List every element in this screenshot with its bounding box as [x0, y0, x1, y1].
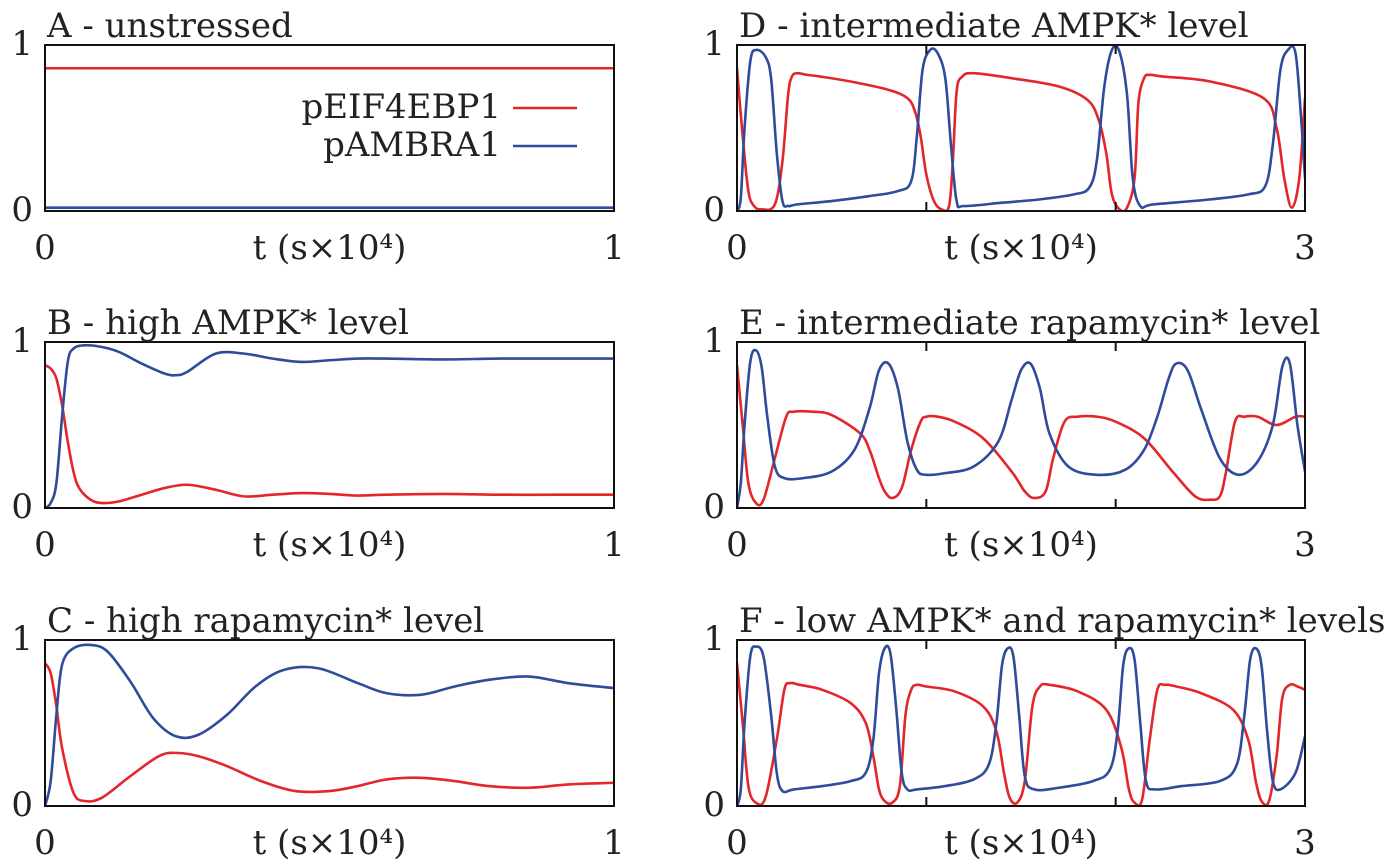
series-peif4ebp1-e: [737, 363, 1305, 507]
panel-title-d: D - intermediate AMPK* level: [739, 6, 1249, 46]
panel-title-a: A - unstressed: [46, 6, 293, 46]
series-peif4ebp1-c: [45, 661, 614, 803]
plot-frame-d: [736, 44, 1306, 212]
panel-title-f: F - low AMPK* and rapamycin* levels: [739, 601, 1385, 641]
series-pambra1-f: [737, 644, 1305, 806]
x-tick-label-min-e: 0: [726, 525, 748, 565]
x-tick-label-min-a: 0: [34, 228, 56, 268]
x-tick-label-min-c: 0: [34, 823, 56, 861]
plot-frame-e: [736, 341, 1306, 509]
x-axis-label-d: t (s×10⁴): [944, 228, 1098, 268]
panel-f: F - low AMPK* and rapamycin* levels 0 1 0 3 t…: [703, 601, 1385, 861]
y-tick-label-min-a: 0: [11, 190, 33, 230]
plot-frame-f: [736, 639, 1306, 807]
plot-frame-b: [44, 341, 615, 509]
y-tick-label-max-f: 1: [703, 619, 725, 659]
x-axis-label-a: t (s×10⁴): [253, 228, 407, 268]
panel-a: A - unstressed 0 1 0 1 t (s×10⁴) pEIF4EBP1pAMB…: [11, 6, 624, 268]
x-tick-label-max-a: 1: [603, 228, 625, 268]
x-axis-label-b: t (s×10⁴): [253, 525, 407, 565]
y-tick-label-max-e: 1: [703, 321, 725, 361]
x-axis-label-f: t (s×10⁴): [944, 823, 1098, 861]
x-tick-label-max-e: 3: [1294, 525, 1316, 565]
series-pambra1-e: [737, 348, 1305, 508]
series-pambra1-c: [45, 643, 614, 806]
panel-title-c: C - high rapamycin* level: [47, 601, 484, 641]
x-tick-label-max-c: 1: [603, 823, 625, 861]
series-peif4ebp1-f: [737, 661, 1305, 806]
y-tick-label-min-e: 0: [703, 487, 725, 527]
panel-b: B - high AMPK* level 0 1 0 1 t (s×10⁴): [11, 303, 624, 565]
y-tick-label-min-b: 0: [11, 487, 33, 527]
y-tick-label-min-f: 0: [703, 785, 725, 825]
x-tick-label-min-b: 0: [34, 525, 56, 565]
y-tick-label-min-d: 0: [703, 190, 725, 230]
y-tick-label-max-a: 1: [11, 24, 33, 64]
legend-label-pambra1: pAMBRA1: [323, 125, 501, 165]
panel-title-e: E - intermediate rapamycin* level: [739, 303, 1320, 343]
panel-d: D - intermediate AMPK* level 0 1 0 3 t (s×10⁴…: [703, 6, 1315, 268]
panel-c: C - high rapamycin* level 0 1 0 1 t (s×10⁴): [11, 601, 624, 861]
x-tick-label-max-d: 3: [1294, 228, 1316, 268]
plot-frame-a: [44, 44, 615, 212]
x-tick-label-max-f: 3: [1294, 823, 1316, 861]
y-tick-label-max-b: 1: [11, 321, 33, 361]
x-axis-label-e: t (s×10⁴): [944, 525, 1098, 565]
x-axis-label-c: t (s×10⁴): [253, 823, 407, 861]
plot-frame-c: [44, 639, 615, 807]
y-tick-label-min-c: 0: [11, 785, 33, 825]
panel-title-b: B - high AMPK* level: [47, 303, 409, 343]
series-peif4ebp1-b: [45, 363, 614, 505]
y-tick-label-max-c: 1: [11, 619, 33, 659]
legend-label-peif4ebp1: pEIF4EBP1: [301, 87, 501, 127]
series-peif4ebp1-d: [737, 66, 1305, 211]
x-tick-label-max-b: 1: [603, 525, 625, 565]
series-pambra1-b: [45, 343, 614, 508]
series-pambra1-d: [737, 45, 1305, 211]
x-tick-label-min-d: 0: [726, 228, 748, 268]
x-tick-label-min-f: 0: [726, 823, 748, 861]
panel-e: E - intermediate rapamycin* level 0 1 0 3 t (…: [703, 303, 1320, 565]
y-tick-label-max-d: 1: [703, 24, 725, 64]
